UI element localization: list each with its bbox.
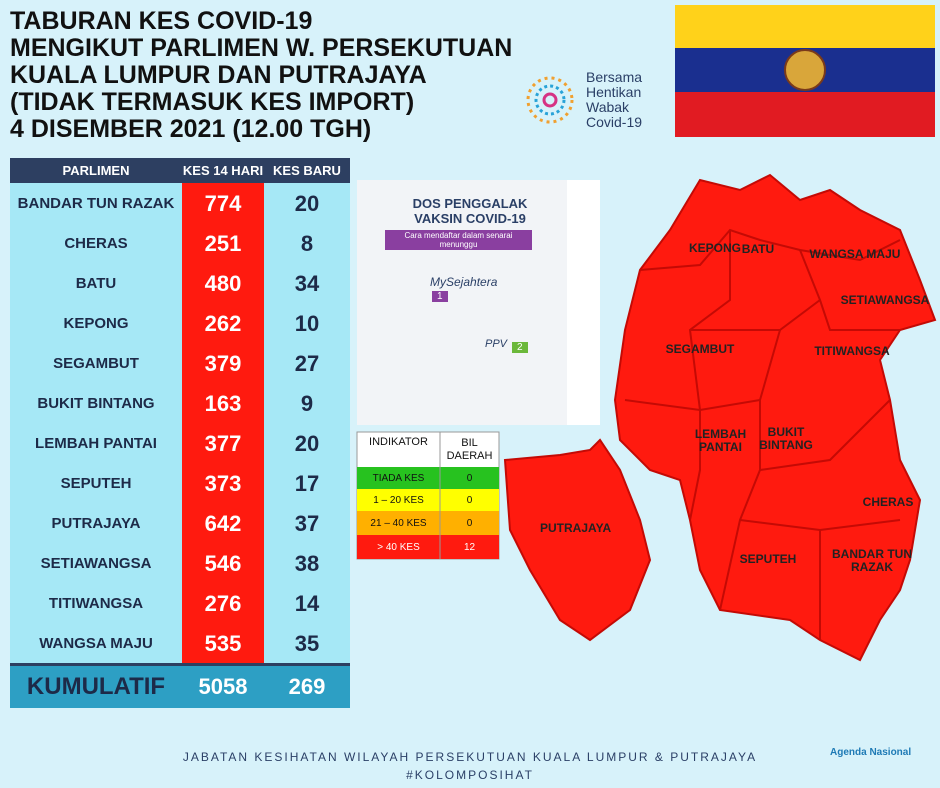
campaign-text: Hentikan <box>586 84 642 100</box>
district-label: SEPUTEH <box>739 552 797 566</box>
case-count: 14 <box>294 590 320 616</box>
district-label: LEMBAH PANTAI <box>694 427 747 454</box>
case-count: 9 <box>300 390 314 416</box>
case-count: 373 <box>204 470 242 496</box>
case-count: 276 <box>204 590 242 616</box>
case-count: 546 <box>204 550 242 576</box>
title-line: TABURAN KES COVID-19 <box>10 7 313 35</box>
poster-title: DOS PENGGALAK VAKSIN COVID-19 <box>412 196 528 226</box>
title-line: 4 DISEMBER 2021 (12.00 TGH) <box>10 115 372 143</box>
campaign-text: Covid-19 <box>586 114 643 130</box>
case-count: 163 <box>204 390 242 416</box>
parliament-name: SEGAMBUT <box>53 354 139 372</box>
case-count: 480 <box>204 270 242 296</box>
campaign-text: Bersama <box>586 69 643 85</box>
title-line: KUALA LUMPUR DAN PUTRAJAYA <box>10 61 427 89</box>
parliament-name: TITIWANGSA <box>48 594 144 612</box>
case-count: 8 <box>300 230 314 256</box>
column-header: KES BARU <box>273 163 341 178</box>
district-label: PUTRAJAYA <box>540 521 612 535</box>
case-count: 17 <box>294 470 320 496</box>
case-count: 379 <box>204 350 242 376</box>
district-label: BATU <box>741 242 775 256</box>
case-count: 20 <box>294 430 320 456</box>
title-line: (TIDAK TERMASUK KES IMPORT) <box>10 88 415 116</box>
title-line: MENGIKUT PARLIMEN W. PERSEKUTUAN <box>10 34 513 62</box>
case-count: 377 <box>204 430 242 456</box>
district-label: WANGSA MAJU <box>809 247 901 261</box>
district-label: BANDAR TUN RAZAK <box>832 547 912 574</box>
case-count: 35 <box>294 630 320 656</box>
poster-ppv: PPV <box>485 338 508 350</box>
parliament-name: SETIAWANGSA <box>40 554 152 572</box>
footer-line: #KOLOMPOSIHAT <box>406 768 534 782</box>
parliament-name: PUTRAJAYA <box>51 514 141 532</box>
legend-header: BIL DAERAH <box>446 436 493 462</box>
case-count: 642 <box>204 510 242 536</box>
district-label: SETIAWANGSA <box>840 293 930 307</box>
footer-line: JABATAN KESIHATAN WILAYAH PERSEKUTUAN KU… <box>182 750 758 764</box>
case-count: 535 <box>204 630 242 656</box>
poster-step: 2 <box>512 342 528 353</box>
column-header: PARLIMEN <box>62 163 130 178</box>
legend-cell: TIADA KES <box>372 472 425 484</box>
poster-app: MySejahtera <box>430 275 498 289</box>
poster-step: 1 <box>432 291 448 302</box>
case-count: 251 <box>204 230 242 256</box>
district-label: TITIWANGSA <box>814 344 890 358</box>
legend-cell: 0 <box>466 494 473 506</box>
legend-cell: 1 – 20 KES <box>373 494 424 506</box>
legend-cell: 0 <box>466 517 473 529</box>
legend-cell: > 40 KES <box>377 541 420 553</box>
parliament-name: LEMBAH PANTAI <box>35 434 157 452</box>
total-cell: KUMULATIF <box>26 673 166 700</box>
case-count: 10 <box>294 310 320 336</box>
parliament-name: BUKIT BINTANG <box>37 394 155 412</box>
parliament-name: BANDAR TUN RAZAK <box>17 194 175 212</box>
total-cell: 5058 <box>198 674 248 699</box>
district-label: SEGAMBUT <box>665 342 735 356</box>
parliament-name: KEPONG <box>63 314 129 332</box>
agenda-logo: Agenda Nasional <box>830 747 912 758</box>
parliament-name: BATU <box>75 274 117 292</box>
case-count: 27 <box>294 350 320 376</box>
legend-cell: 21 – 40 KES <box>370 517 427 529</box>
case-count: 34 <box>294 270 320 296</box>
case-count: 774 <box>204 190 242 216</box>
poster-subtitle: Cara mendaftar dalam senarai menunggu <box>385 230 532 250</box>
case-count: 20 <box>294 190 320 216</box>
district-label: KEPONG <box>688 241 741 255</box>
column-header: KES 14 HARI <box>182 163 264 178</box>
parliament-name: SEPUTEH <box>60 474 132 492</box>
district-label: BUKIT BINTANG <box>759 425 813 452</box>
legend-header: INDIKATOR <box>369 436 428 448</box>
case-count: 37 <box>294 510 320 536</box>
parliament-name: CHERAS <box>64 234 128 252</box>
legend-cell: 0 <box>466 472 473 484</box>
parliament-name: WANGSA MAJU <box>39 634 153 652</box>
district-label: CHERAS <box>862 495 914 509</box>
total-cell: 269 <box>288 674 326 699</box>
case-count: 38 <box>294 550 320 576</box>
case-count: 262 <box>204 310 242 336</box>
legend-cell: 12 <box>463 541 476 553</box>
campaign-text: Wabak <box>586 99 630 115</box>
